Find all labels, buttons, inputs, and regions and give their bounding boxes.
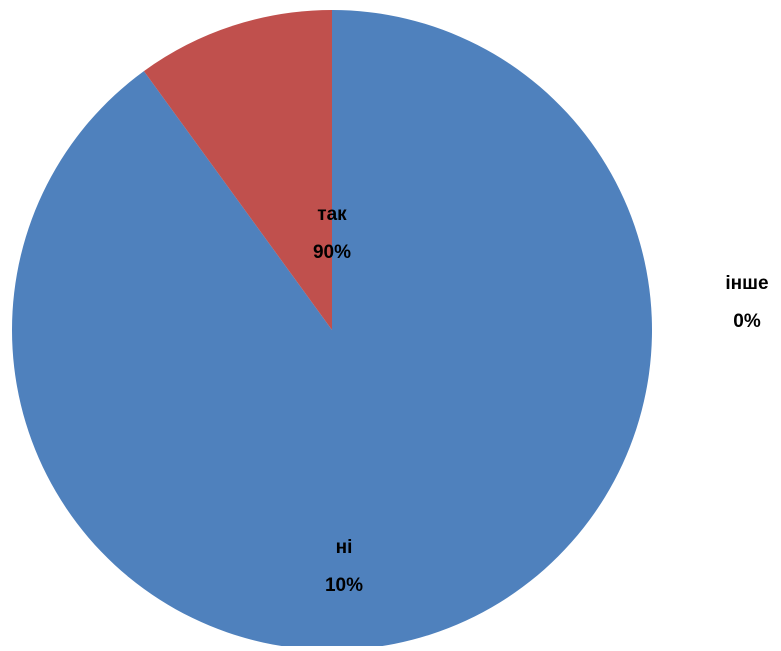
data-label-category: так [317, 204, 347, 225]
data-label-percent: 90% [313, 242, 351, 263]
data-label-percent: 10% [325, 575, 363, 596]
pie-slice-ні [143, 10, 332, 330]
data-label-category: інше [725, 273, 768, 294]
data-label-percent: 0% [733, 311, 761, 332]
data-label-category: ні [336, 537, 353, 558]
pie-slice-так [11, 10, 652, 650]
